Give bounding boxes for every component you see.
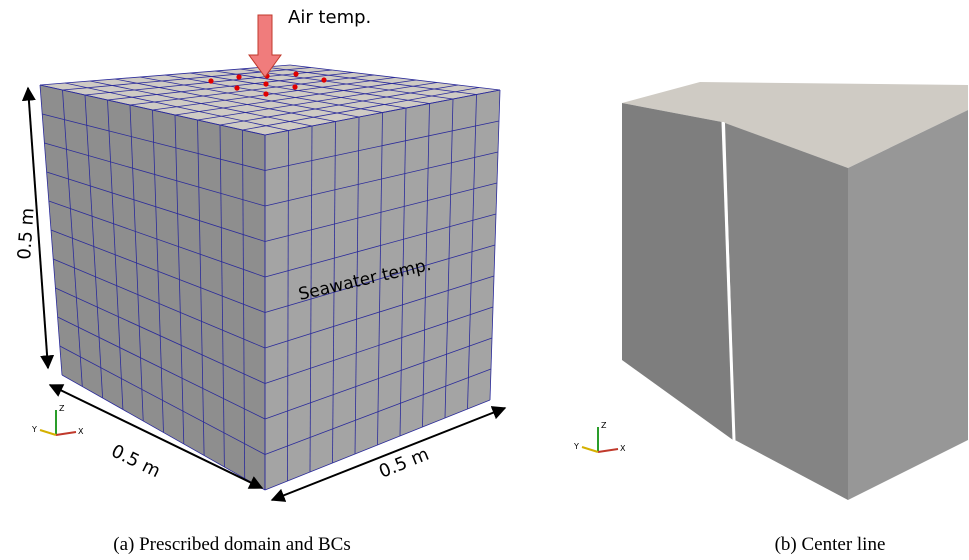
box-b	[622, 82, 968, 500]
left-face	[40, 85, 265, 490]
depth-label: 0.5 m	[376, 444, 432, 483]
y-label: Y	[573, 442, 579, 451]
probe-point	[293, 71, 298, 76]
figure: Air temp. Seawater temp. 0.5 m 0.5 m 0.5…	[0, 0, 969, 560]
x-label: X	[620, 444, 626, 453]
z-label: Z	[601, 421, 607, 430]
height-label: 0.5 m	[14, 207, 39, 260]
probe-point	[236, 74, 241, 79]
front-face	[725, 123, 848, 500]
x-axis	[56, 432, 76, 435]
y-axis	[582, 447, 598, 452]
x-label: X	[78, 427, 84, 436]
caption-a: (a) Prescribed domain and BCs	[113, 534, 350, 555]
x-axis	[598, 449, 618, 452]
axis-triad-b: Z X Y	[573, 421, 626, 453]
probe-point	[263, 91, 268, 96]
air-label: Air temp.	[288, 7, 371, 28]
caption-b: (b) Center line	[775, 534, 886, 555]
probe-point	[321, 77, 326, 82]
right-face	[848, 110, 968, 500]
probe-point	[208, 78, 213, 83]
z-label: Z	[59, 404, 65, 413]
left-face	[622, 103, 733, 440]
y-axis	[40, 430, 56, 435]
probe-point	[234, 85, 239, 90]
mesh-cube	[40, 65, 500, 490]
width-label: 0.5 m	[108, 441, 164, 483]
axis-triad-a: Z X Y	[31, 404, 84, 436]
probe-point	[292, 84, 297, 89]
probe-point	[263, 81, 268, 86]
y-label: Y	[31, 425, 37, 434]
